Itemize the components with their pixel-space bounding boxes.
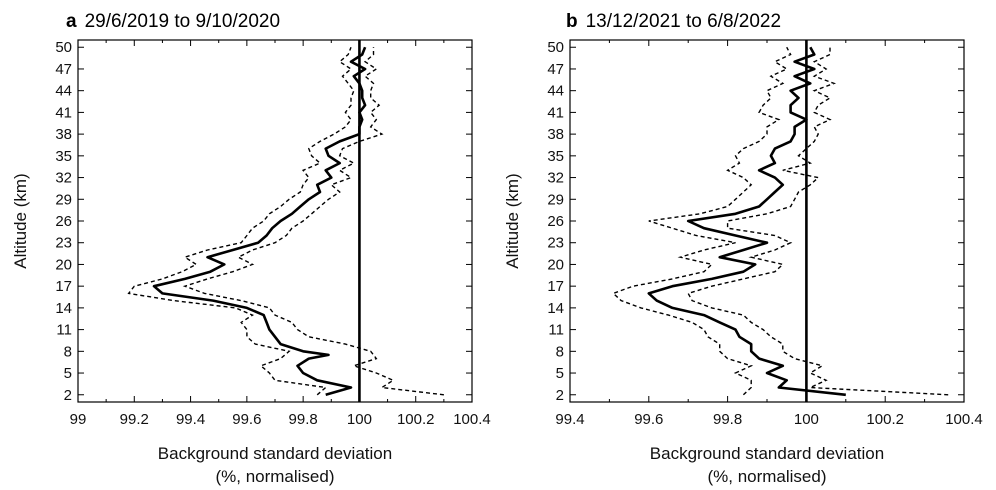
x-axis-label-line1: Background standard deviation (650, 444, 884, 463)
series-line-lower-bound (127, 46, 355, 396)
y-axis-label: Altitude (km) (503, 173, 522, 268)
y-tick-label: 17 (547, 278, 564, 295)
x-tick-label: 99.8 (713, 411, 742, 428)
x-tick-label: 99.6 (634, 411, 663, 428)
panel-title: 13/12/2021 to 6/8/2022 (586, 11, 781, 32)
y-tick-label: 26 (55, 213, 72, 230)
series-line-mean (152, 46, 367, 397)
y-tick-label: 35 (547, 148, 564, 165)
x-tick-label: 99.6 (232, 411, 261, 428)
y-tick-label: 5 (64, 365, 72, 382)
chart-panel-a: a 29/6/2019 to 9/10/2020 99 99.2 99.4 99.6 99.… (11, 11, 491, 486)
y-tick-label: 41 (547, 104, 564, 121)
y-tick-label: 38 (55, 126, 72, 143)
y-tick-label: 32 (547, 170, 564, 187)
y-axis-label: Altitude (km) (11, 173, 30, 268)
chart-title: a 29/6/2019 to 9/10/2020 (66, 11, 280, 32)
y-tick-label: 35 (55, 148, 72, 165)
x-tick-label: 99.2 (120, 411, 149, 428)
x-tick-label: 99 (70, 411, 87, 428)
panel-title: 29/6/2019 to 9/10/2020 (85, 11, 280, 32)
y-tick-label: 50 (547, 39, 564, 56)
y-tick-label: 47 (547, 61, 564, 78)
y-tick-label: 47 (55, 61, 72, 78)
chart-panel-b: b 13/12/2021 to 6/8/2022 99.4 99.6 99.8 100 10… (503, 11, 983, 486)
x-tick-label: 99.4 (176, 411, 205, 428)
y-tick-label: 14 (547, 300, 564, 317)
x-tick-label: 100.4 (453, 411, 491, 428)
x-axis-label-line1: Background standard deviation (158, 444, 392, 463)
chart-title: b 13/12/2021 to 6/8/2022 (566, 11, 781, 32)
y-tick-label: 2 (64, 387, 72, 404)
y-tick-label: 20 (55, 256, 72, 273)
y-tick-label: 14 (55, 300, 72, 317)
series-line-upper-bound (182, 47, 444, 396)
y-tick-label: 44 (547, 83, 564, 100)
series-line-mean (647, 46, 846, 397)
x-tick-label: 100.2 (397, 411, 435, 428)
y-tick-label: 44 (55, 83, 72, 100)
panel-letter: b (566, 11, 578, 32)
x-axis-label-line2: (%, normalised) (215, 467, 334, 486)
x-tick-label: 100 (347, 411, 372, 428)
x-tick-label: 100.4 (945, 411, 983, 428)
x-tick-label: 100 (794, 411, 819, 428)
y-tick-label: 32 (55, 170, 72, 187)
plot-frame (569, 39, 965, 403)
y-tick-label: 11 (548, 322, 564, 339)
y-tick-label: 29 (55, 191, 72, 208)
y-tick-label: 8 (556, 343, 564, 360)
y-tick-label: 2 (556, 387, 564, 404)
series-line-upper-bound (687, 47, 949, 396)
y-tick-label: 26 (547, 213, 564, 230)
y-tick-label: 41 (55, 104, 72, 121)
x-axis-label-line2: (%, normalised) (707, 467, 826, 486)
series-line-lower-bound (611, 46, 792, 396)
y-tick-label: 17 (55, 278, 72, 295)
y-tick-label: 11 (56, 322, 72, 339)
y-tick-label: 50 (55, 39, 72, 56)
y-tick-label: 8 (64, 343, 72, 360)
x-tick-label: 100.2 (866, 411, 904, 428)
y-tick-label: 23 (547, 235, 564, 252)
x-tick-label: 99.8 (289, 411, 318, 428)
x-tick-label: 99.4 (555, 411, 584, 428)
y-tick-label: 38 (547, 126, 564, 143)
y-tick-label: 23 (55, 235, 72, 252)
y-tick-label: 5 (556, 365, 564, 382)
panel-letter: a (66, 11, 77, 32)
y-tick-label: 20 (547, 256, 564, 273)
y-tick-label: 29 (547, 191, 564, 208)
